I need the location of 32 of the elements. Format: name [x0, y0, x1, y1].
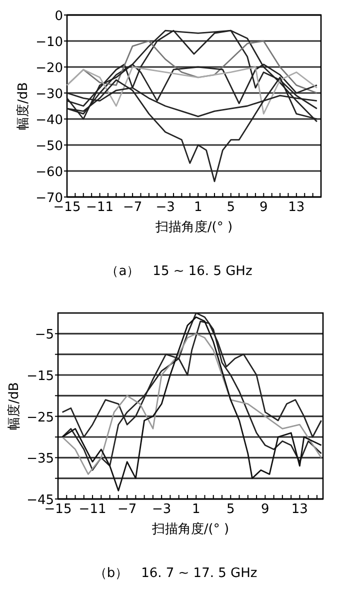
y-tick-label: −10	[36, 35, 63, 50]
text: （a） 15 ~ 16. 5 GHz	[106, 264, 252, 279]
y-tick-label: −25	[26, 410, 54, 426]
y-tick-label: −60	[36, 165, 63, 180]
text: （b） 16. 7 ~ 17. 5 GHz	[94, 566, 258, 581]
y-axis-title: 幅度/dB	[6, 382, 22, 430]
x-tick-label: 13	[288, 200, 305, 215]
x-tick-label: 1	[192, 502, 200, 517]
y-tick-label: −30	[36, 87, 63, 102]
x-axis-title: 扫描角度/(° )	[154, 219, 233, 235]
y-tick-label: −20	[36, 61, 63, 76]
x-axis-title: 扫描角度/(° )	[150, 521, 230, 537]
x-tick-label: −3	[156, 200, 175, 215]
x-tick-label: −3	[152, 502, 172, 517]
x-tick-label: 9	[260, 200, 268, 215]
y-tick-label: −40	[36, 113, 63, 128]
y-tick-label: −35	[26, 452, 54, 467]
y-tick-label: 0	[54, 9, 63, 24]
y-tick-label: −45	[26, 493, 54, 508]
x-tick-label: 5	[226, 200, 236, 215]
y-axis-title: 幅度/dB	[15, 82, 31, 130]
x-tick-label: 9	[261, 502, 270, 517]
x-tick-label: −11	[86, 200, 114, 215]
x-tick-label: −11	[78, 502, 106, 517]
y-tick-label: −5	[34, 328, 54, 343]
x-tick-label: −7	[122, 200, 142, 215]
x-tick-label: 1	[194, 200, 202, 215]
y-tick-label: −50	[36, 139, 63, 154]
x-tick-label: −7	[117, 502, 137, 517]
x-tick-label: 5	[226, 502, 235, 517]
x-tick-label: 13	[291, 502, 308, 517]
y-tick-label: −15	[26, 369, 54, 384]
